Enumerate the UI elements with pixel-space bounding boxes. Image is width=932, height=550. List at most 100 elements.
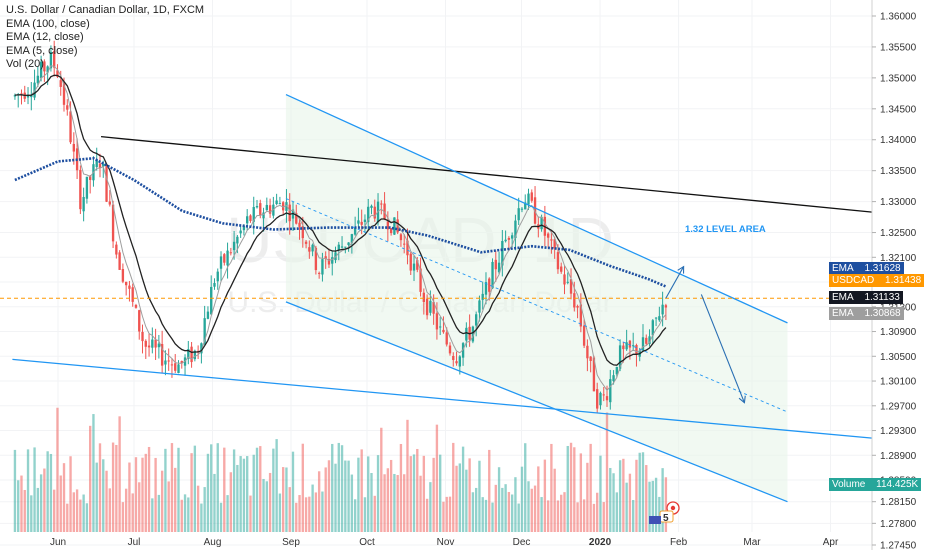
badge-label: Volume xyxy=(832,479,866,490)
volume-bar xyxy=(124,488,128,532)
volume-bar xyxy=(157,494,161,532)
volume-bar xyxy=(288,487,291,532)
candle-body xyxy=(275,200,278,205)
candle-body xyxy=(406,240,409,256)
volume-bar xyxy=(517,503,520,532)
volume-bar xyxy=(49,453,53,532)
volume-bar xyxy=(164,448,167,532)
volume-bar xyxy=(272,448,275,532)
volume-bar xyxy=(353,499,357,532)
candle-body xyxy=(386,221,390,230)
candle-body xyxy=(311,244,314,252)
volume-bar xyxy=(331,443,334,532)
candle-body xyxy=(383,203,386,219)
volume-bar xyxy=(298,495,301,532)
volume-bar xyxy=(121,502,125,532)
volume-bar xyxy=(134,457,138,532)
candle-body xyxy=(628,340,632,348)
candle-body xyxy=(236,236,239,244)
volume-bar xyxy=(115,444,118,532)
candle-body xyxy=(533,197,537,224)
candle-body xyxy=(124,281,128,286)
volume-bar xyxy=(170,443,174,532)
volume-bar xyxy=(295,502,298,532)
volume-bar xyxy=(118,416,121,532)
volume-bar xyxy=(239,456,242,532)
legend-study-ema100[interactable]: EMA (100, close) xyxy=(6,17,90,30)
event-marker[interactable]: 5 xyxy=(649,501,680,524)
candle-body xyxy=(605,396,609,401)
volume-bar xyxy=(308,496,311,532)
volume-bar xyxy=(393,473,396,532)
volume-bar xyxy=(59,475,62,532)
volume-bar xyxy=(615,492,619,532)
legend-study-volume[interactable]: Vol (20) xyxy=(6,58,44,70)
volume-bar xyxy=(546,500,550,532)
volume-bar xyxy=(66,503,69,532)
channel-fill xyxy=(285,94,788,502)
candle-body xyxy=(491,261,494,289)
volume-bar xyxy=(455,465,458,532)
candle-body xyxy=(484,282,488,295)
candle-body xyxy=(622,345,625,350)
volume-bar xyxy=(249,495,252,532)
forecast-arrow-head xyxy=(677,265,685,274)
time-tick-label: Apr xyxy=(823,537,839,548)
ema-lines xyxy=(14,65,667,392)
legend-study-ema5[interactable]: EMA (5, close) xyxy=(6,44,78,57)
price-tick-label: 1.30900 xyxy=(880,327,917,338)
price-tick-label: 1.28900 xyxy=(880,451,917,462)
candle-body xyxy=(213,282,216,287)
volume-bar xyxy=(474,487,478,532)
legend-symbol[interactable]: U.S. Dollar / Canadian Dollar, 1D, FXCM xyxy=(6,4,205,16)
candle-body xyxy=(324,256,327,259)
volume-bar xyxy=(151,498,154,532)
volume-bar xyxy=(216,443,219,532)
volume-bar xyxy=(210,444,213,532)
volume-bar xyxy=(236,464,239,532)
price-tick-label: 1.29700 xyxy=(880,401,917,412)
candle-body xyxy=(295,213,298,224)
volume-bar xyxy=(589,443,592,532)
candle-body xyxy=(452,356,455,360)
volume-bar xyxy=(301,443,304,532)
volume-bar xyxy=(530,488,533,532)
volume-bar xyxy=(409,456,412,532)
volume-bar xyxy=(79,499,82,532)
volume-bar xyxy=(648,481,651,532)
volume-bar xyxy=(138,482,141,532)
volume-bar xyxy=(92,414,95,532)
candle-body xyxy=(566,281,569,283)
candle-body xyxy=(471,326,475,342)
volume-bar xyxy=(586,462,589,532)
time-tick-label: Jun xyxy=(50,537,66,548)
volume-bar xyxy=(442,501,445,532)
candle-body xyxy=(461,343,465,358)
volume-bar xyxy=(193,445,197,532)
volume-bar xyxy=(556,500,560,532)
volume-bar xyxy=(340,445,344,532)
candle-body xyxy=(651,320,654,336)
candle-body xyxy=(157,343,161,348)
candle-body xyxy=(458,356,461,367)
volume-bar xyxy=(376,455,380,532)
price-tick-label: 1.35500 xyxy=(880,42,917,53)
volume-bar xyxy=(632,500,635,532)
volume-bar xyxy=(501,487,504,532)
candle-body xyxy=(246,216,249,224)
candle-body xyxy=(121,269,125,282)
candle-body xyxy=(504,239,507,242)
volume-bar xyxy=(412,454,416,532)
candle-body xyxy=(425,298,429,316)
ema12-line xyxy=(14,74,667,366)
flag-icon xyxy=(649,516,661,524)
candle-body xyxy=(151,339,154,348)
time-tick-label: Oct xyxy=(359,537,375,548)
legend-study-ema12[interactable]: EMA (12, close) xyxy=(6,31,84,43)
candle-body xyxy=(579,304,583,327)
volume-bar xyxy=(638,452,641,532)
candle-body xyxy=(645,337,648,344)
candle-body xyxy=(59,80,62,87)
volume-bar xyxy=(357,457,360,532)
